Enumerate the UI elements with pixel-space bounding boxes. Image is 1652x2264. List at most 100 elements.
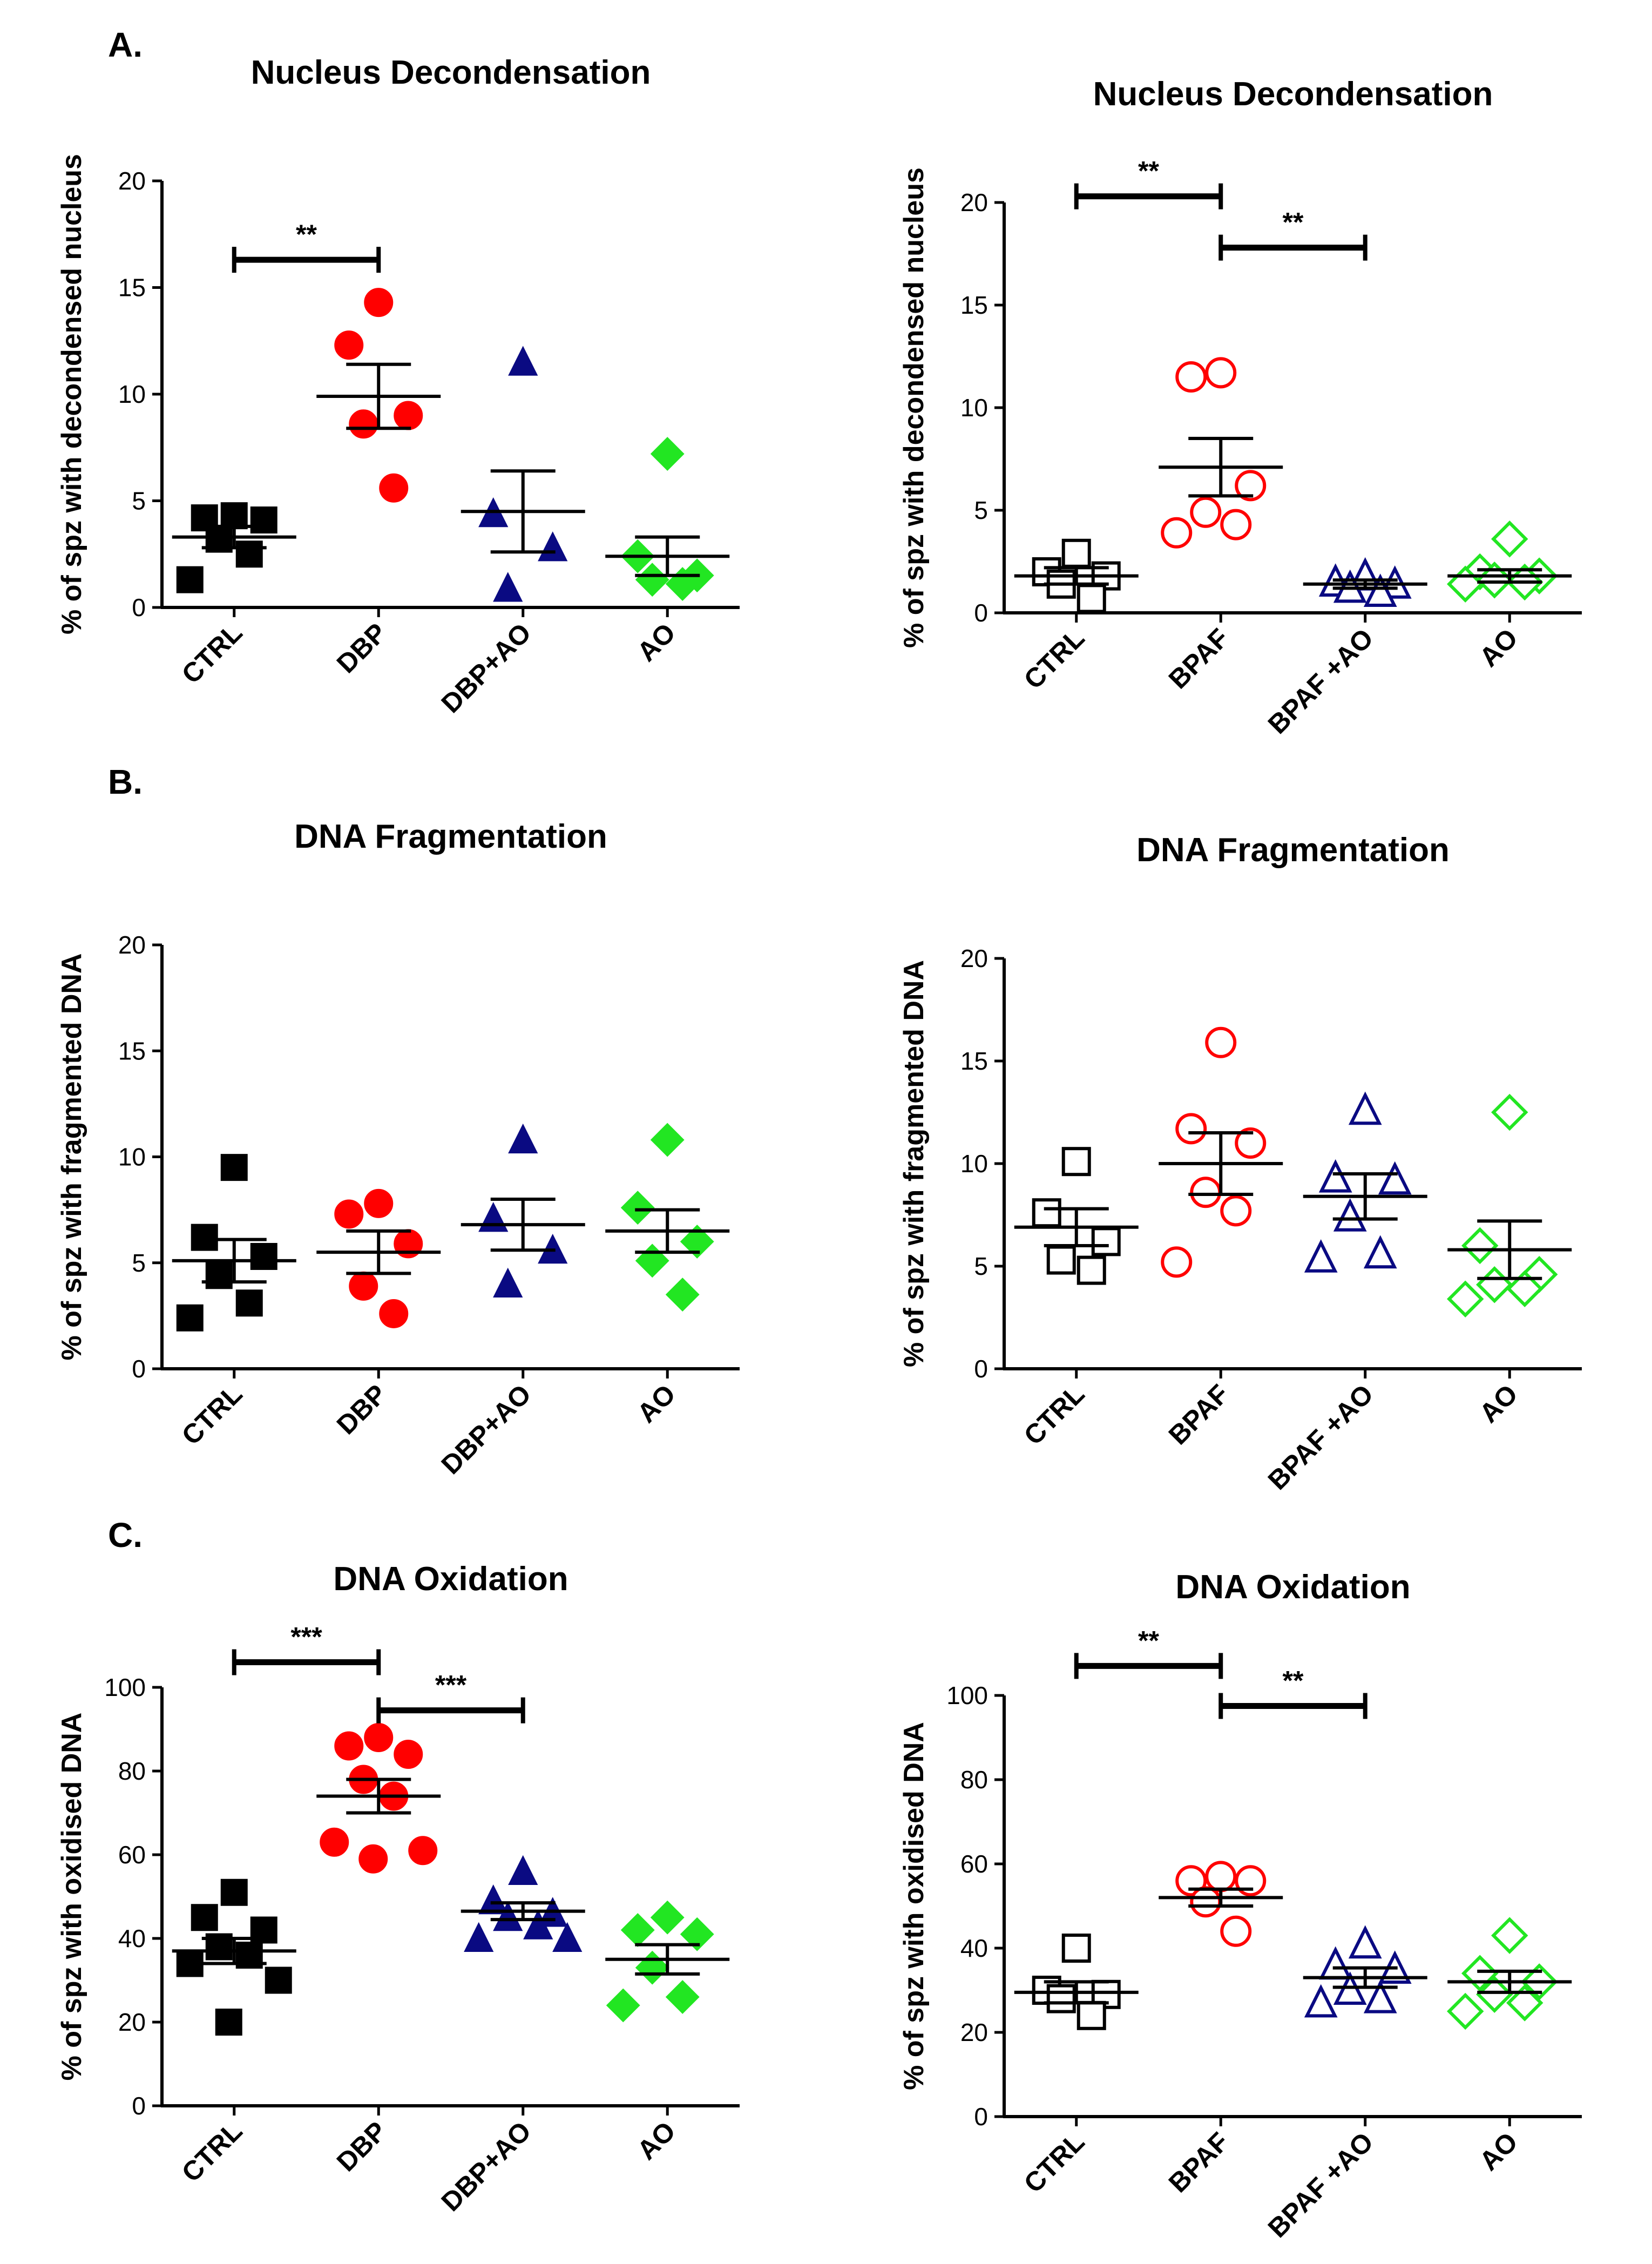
data-point	[650, 1123, 685, 1157]
data-point	[635, 1950, 669, 1985]
data-point	[1076, 584, 1106, 613]
data-point	[1506, 1270, 1543, 1308]
data-point	[478, 1884, 509, 1915]
data-point	[1304, 1239, 1338, 1273]
series-dbp-ao	[461, 346, 585, 602]
chart-3: DNA Fragmentation % of spz with fragmente…	[56, 818, 740, 1480]
data-point	[1220, 1915, 1252, 1947]
data-point	[620, 1191, 655, 1225]
chart-5: DNA Oxidation % of spz with oxidised DNA 0…	[56, 1560, 740, 2217]
data-point	[1190, 496, 1222, 528]
data-point	[379, 473, 409, 503]
category-label: BPAF	[1163, 1378, 1235, 1450]
y-tick-label: 15	[960, 291, 988, 319]
category-label: CTRL	[1018, 1378, 1091, 1451]
data-point	[1348, 1925, 1382, 1959]
chart-title: DNA Fragmentation	[294, 818, 607, 855]
data-point	[1046, 1245, 1076, 1275]
data-point	[220, 1878, 248, 1906]
data-point	[665, 1980, 700, 2014]
series-bpaf	[1159, 357, 1283, 549]
data-point	[1175, 361, 1207, 393]
data-point	[493, 1901, 523, 1931]
data-point	[235, 540, 263, 568]
data-point	[508, 1123, 538, 1154]
chart-title: DNA Fragmentation	[1136, 832, 1450, 869]
chart-title: DNA Oxidation	[1175, 1569, 1410, 1606]
series-bpaf-ao	[1303, 1925, 1427, 2018]
y-tick-label: 40	[118, 1924, 146, 1952]
series-ctrl	[172, 1878, 296, 2036]
y-tick-label: 100	[104, 1673, 146, 1701]
category-label: BPAF	[1163, 623, 1235, 694]
y-tick-label: 5	[132, 487, 146, 515]
y-tick-label: 60	[118, 1841, 146, 1869]
data-point	[680, 1225, 714, 1259]
data-point	[1161, 517, 1193, 549]
series-dbp	[316, 1188, 441, 1328]
y-tick-label: 20	[960, 188, 988, 217]
category-label: AO	[1473, 1378, 1524, 1429]
data-point	[1061, 1934, 1091, 1963]
series-dbp	[316, 288, 441, 503]
data-point	[1190, 1886, 1222, 1918]
data-point	[1091, 1227, 1121, 1256]
data-point	[508, 1855, 538, 1885]
y-tick-label: 15	[118, 1037, 146, 1065]
y-tick-label: 60	[960, 1850, 988, 1878]
data-point	[215, 2009, 242, 2036]
data-point	[1161, 1246, 1193, 1278]
data-point	[1378, 1161, 1412, 1195]
panel-label-a: A.	[108, 25, 143, 64]
y-tick-label: 0	[974, 2103, 988, 2131]
y-axis-label: % of spz with oxidised DNA	[56, 1713, 87, 2081]
data-point	[191, 1224, 218, 1251]
data-point	[523, 1909, 553, 1939]
series-ctrl	[1014, 1147, 1139, 1285]
series-ctrl	[1014, 1934, 1139, 2030]
data-point	[250, 1242, 277, 1270]
significance-label: **	[1138, 156, 1159, 186]
data-point	[364, 1723, 394, 1752]
y-tick-label: 0	[132, 1355, 146, 1383]
data-point	[1333, 1198, 1367, 1232]
data-point	[1205, 1861, 1237, 1893]
data-point	[334, 330, 364, 360]
data-point	[176, 1950, 204, 1977]
category-label: CTRL	[176, 2116, 248, 2188]
significance-label: ***	[290, 1622, 322, 1652]
data-point	[1506, 1984, 1543, 2022]
data-point	[265, 1966, 292, 1994]
data-point	[334, 1199, 364, 1229]
data-point	[235, 1289, 263, 1317]
series-dbp-ao	[461, 1855, 585, 1952]
data-point	[1220, 509, 1252, 540]
y-tick-label: 0	[132, 2092, 146, 2120]
category-label: DBP+AO	[436, 617, 537, 719]
data-point	[1061, 1147, 1091, 1177]
series-ao	[1447, 1093, 1572, 1318]
data-point	[552, 1922, 583, 1952]
category-label: AO	[631, 1378, 681, 1429]
data-point	[394, 1740, 423, 1769]
series-ao	[605, 1123, 730, 1312]
y-tick-label: 10	[118, 1143, 146, 1171]
y-tick-label: 15	[960, 1047, 988, 1075]
y-axis-label: % of spz with decondensed nucleus	[898, 167, 930, 648]
category-label: BPAF +AO	[1262, 623, 1379, 740]
data-point	[1076, 2001, 1106, 2030]
data-point	[1348, 1091, 1382, 1125]
chart-6: DNA Oxidation % of spz with oxidised DNA 0…	[898, 1569, 1582, 2243]
data-point	[1476, 1976, 1513, 2013]
chart-4: DNA Fragmentation % of spz with fragmente…	[898, 832, 1582, 1496]
data-point	[665, 1278, 700, 1312]
series-bpaf	[1159, 1026, 1283, 1278]
y-tick-label: 10	[960, 394, 988, 422]
category-label: DBP	[331, 617, 392, 679]
series-bpaf-ao	[1303, 1091, 1427, 1273]
data-point	[620, 1913, 655, 1947]
panel-label-b: B.	[108, 762, 143, 801]
category-label: BPAF +AO	[1262, 2126, 1379, 2243]
series-ao	[605, 437, 730, 601]
